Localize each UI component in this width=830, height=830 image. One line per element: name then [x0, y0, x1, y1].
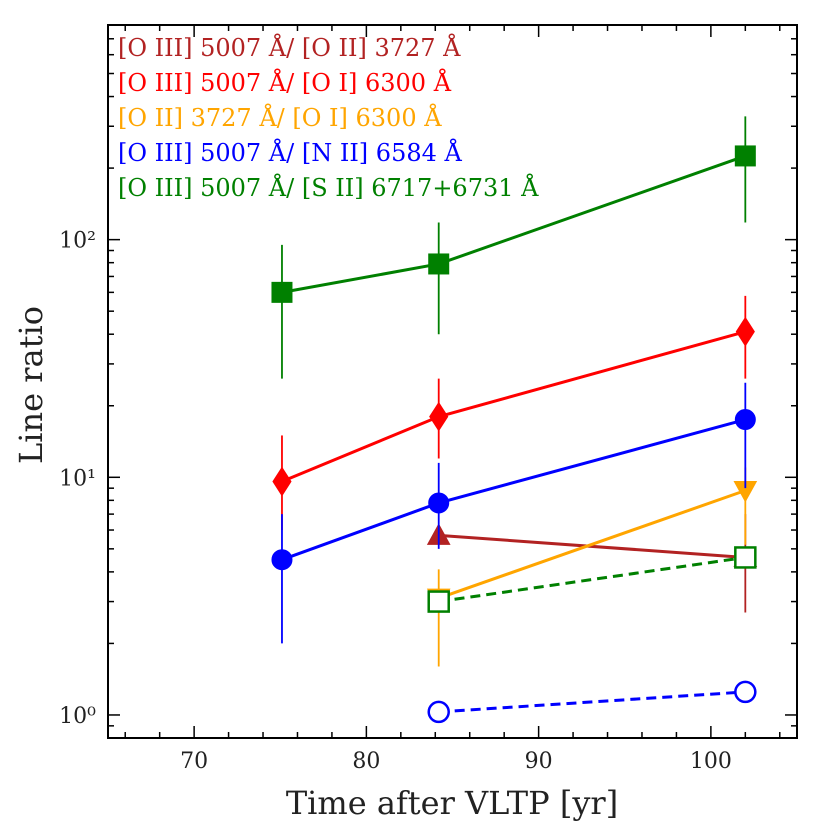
- y-tick-label: 10⁰: [59, 704, 96, 729]
- plot-frame: [107, 24, 798, 739]
- series-3-point: [428, 492, 450, 514]
- series-5-point: [427, 590, 450, 613]
- series-1-point: [272, 466, 292, 497]
- series-3-line: [281, 418, 746, 562]
- series-1-line: [281, 330, 746, 483]
- series-6-line: [438, 690, 746, 714]
- y-tick-label: 10²: [59, 229, 96, 254]
- series-2-line: [438, 489, 746, 600]
- series-1-point: [429, 401, 449, 432]
- series-4-point: [428, 253, 450, 275]
- plot-area: 70 80 90 100 10⁰ 10¹ 10²: [59, 24, 798, 774]
- x-axis-label: Time after VLTP [yr]: [286, 784, 618, 822]
- series-4-point: [271, 281, 293, 303]
- legend-entry-oiii-nii: [O III] 5007 Å/ [N II] 6584 Å: [118, 138, 463, 167]
- legend-entry-oii-oi: [O II] 3727 Å/ [O I] 6300 Å: [118, 103, 442, 132]
- series-3-point: [271, 549, 293, 571]
- x-tick-label: 70: [180, 749, 208, 774]
- x-tick-label: 80: [352, 749, 380, 774]
- series-3-point: [734, 409, 756, 431]
- series-5-line: [438, 555, 746, 604]
- x-tick-label: 100: [690, 749, 732, 774]
- legend-entry-oiii-sii: [O III] 5007 Å/ [S II] 6717+6731 Å: [118, 173, 539, 202]
- series-6-point: [734, 680, 757, 704]
- series-0-line: [438, 533, 746, 559]
- legend: [O III] 5007 Å/ [O II] 3727 Å [O III] 50…: [118, 33, 539, 202]
- legend-entry-oiii-oii: [O III] 5007 Å/ [O II] 3727 Å: [118, 33, 461, 62]
- y-tick-label: 10¹: [59, 466, 96, 491]
- series-4-point: [734, 145, 756, 167]
- series-5-point: [734, 546, 757, 569]
- x-tick-label: 90: [525, 749, 553, 774]
- series-6-point: [427, 700, 450, 724]
- series-1-point: [735, 316, 755, 347]
- legend-entry-oiii-oi: [O III] 5007 Å/ [O I] 6300 Å: [118, 68, 452, 97]
- y-axis-label: Line ratio: [12, 306, 50, 464]
